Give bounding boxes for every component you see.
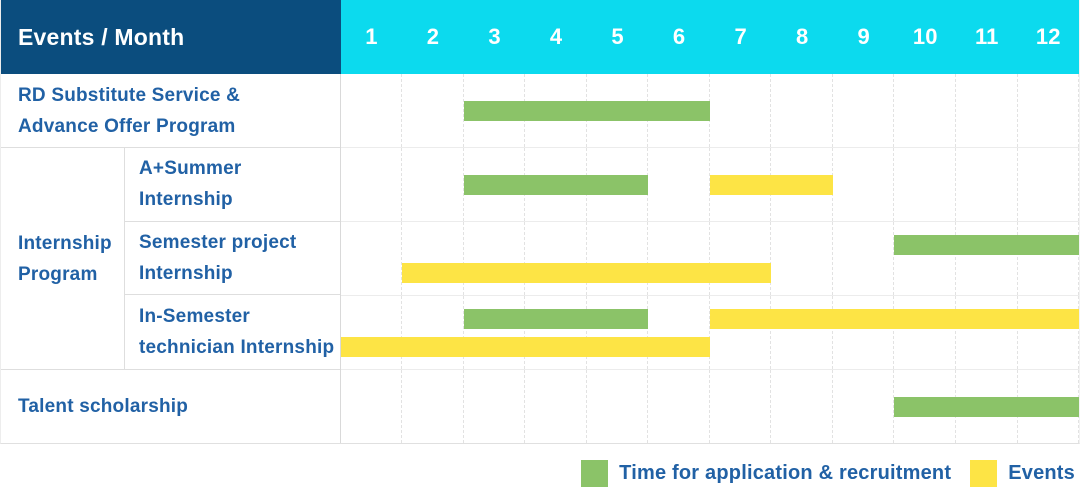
month-gridline-cell bbox=[833, 370, 895, 443]
month-gridline-cell bbox=[587, 370, 649, 443]
month-gridline-cell bbox=[833, 148, 895, 221]
row-label-talent-scholarship: Talent scholarship bbox=[18, 396, 189, 417]
month-gridline-cell bbox=[464, 222, 526, 295]
month-gridline-cell bbox=[648, 222, 710, 295]
events-bar bbox=[709, 175, 833, 195]
month-gridline-cell bbox=[771, 296, 833, 369]
month-label-3: 3 bbox=[488, 24, 501, 49]
month-gridline-cell bbox=[833, 296, 895, 369]
month-gridline-cell bbox=[710, 222, 772, 295]
month-label-9: 9 bbox=[857, 24, 870, 49]
events-month-table: Events / Month 1 2 3 4 5 6 7 8 9 10 11 12 RD Substi… bbox=[0, 0, 1080, 444]
month-gridline-cell bbox=[956, 296, 1018, 369]
row-label-in-semester-technician-internship: In-Semester technician Internship bbox=[139, 306, 335, 359]
chart-area bbox=[340, 74, 1080, 443]
month-gridline-cell bbox=[402, 370, 464, 443]
chart-row bbox=[341, 370, 1080, 443]
month-label-6: 6 bbox=[672, 24, 686, 49]
application-recruitment-bar bbox=[463, 309, 649, 329]
month-label-2: 2 bbox=[426, 24, 440, 49]
month-gridline-cell bbox=[402, 296, 464, 369]
month-gridline-cell bbox=[1018, 74, 1080, 147]
yellow-swatch-icon bbox=[970, 460, 998, 487]
row-label-a-summer-internship: A+Summer Internship bbox=[125, 148, 340, 222]
month-gridline-cell bbox=[956, 222, 1018, 295]
month-gridline-cell bbox=[1018, 148, 1080, 221]
label-column: RD Substitute Service & Advance Offer Pr… bbox=[1, 74, 341, 443]
legend-item-application-recruitment: Time for application & recruitment bbox=[581, 460, 951, 487]
chart-row bbox=[340, 222, 1080, 296]
month-label-5: 5 bbox=[611, 24, 624, 49]
month-gridline-cell bbox=[648, 148, 710, 221]
month-gridline-cell bbox=[710, 296, 772, 369]
table-header-row: Events / Month 1 2 3 4 5 6 7 8 9 10 11 12 bbox=[1, 0, 1079, 74]
events-bar bbox=[709, 309, 1079, 329]
month-gridline-cell bbox=[894, 148, 956, 221]
header-events-month-cell: Events / Month bbox=[1, 0, 341, 74]
month-gridline-cell bbox=[402, 148, 464, 221]
month-gridline-cell bbox=[341, 370, 403, 443]
month-gridline-cell bbox=[894, 222, 956, 295]
row-label-rd-substitute: RD Substitute Service & Advance Offer Pr… bbox=[1, 74, 340, 148]
month-gridline-cell bbox=[771, 74, 833, 147]
chart-row bbox=[340, 74, 1080, 148]
month-gridline-cell bbox=[1018, 222, 1080, 295]
month-gridline-cell bbox=[710, 370, 772, 443]
month-gridline-cell bbox=[341, 296, 403, 369]
month-label-8: 8 bbox=[795, 24, 809, 49]
month-gridline-cell bbox=[894, 74, 956, 147]
month-gridline-cell bbox=[587, 222, 649, 295]
month-label-4: 4 bbox=[549, 24, 563, 49]
month-gridline-cell bbox=[894, 296, 956, 369]
application-recruitment-bar bbox=[894, 397, 1079, 417]
month-gridline-cell bbox=[341, 74, 403, 147]
legend-item-events: Events bbox=[970, 460, 1075, 487]
month-gridline-cell bbox=[956, 148, 1018, 221]
table-body: RD Substitute Service & Advance Offer Pr… bbox=[1, 74, 1080, 443]
month-label-12: 12 bbox=[1035, 24, 1061, 49]
events-bar bbox=[340, 337, 710, 357]
header-months-strip: 1 2 3 4 5 6 7 8 9 10 11 12 bbox=[340, 0, 1079, 74]
month-gridline-cell bbox=[1018, 296, 1080, 369]
internship-program-group: Internship Program A+Summer Internship S… bbox=[1, 148, 340, 370]
legend-label-events: Events bbox=[1008, 462, 1075, 484]
month-gridline-cell bbox=[402, 222, 464, 295]
month-label-1: 1 bbox=[365, 24, 378, 49]
month-gridline-cell bbox=[587, 296, 649, 369]
month-label-10: 10 bbox=[912, 24, 938, 49]
month-gridline-cell bbox=[710, 74, 772, 147]
chart-row bbox=[340, 148, 1080, 222]
legend-label-application-recruitment: Time for application & recruitment bbox=[619, 462, 952, 484]
month-gridline-cell bbox=[833, 222, 895, 295]
application-recruitment-bar bbox=[894, 235, 1079, 255]
application-recruitment-bar bbox=[463, 101, 710, 121]
month-gridline-cell bbox=[956, 74, 1018, 147]
month-gridline-cell bbox=[464, 370, 526, 443]
chart-legend: Time for application & recruitment Event… bbox=[0, 444, 1080, 494]
events-bar bbox=[402, 263, 772, 283]
application-recruitment-bar bbox=[463, 175, 649, 195]
green-swatch-icon bbox=[581, 460, 609, 487]
chart-row bbox=[340, 296, 1080, 370]
month-gridline-cell bbox=[648, 370, 710, 443]
month-gridline-cell bbox=[464, 296, 526, 369]
month-gridline-cell bbox=[771, 370, 833, 443]
group-label-internship-program: Internship Program bbox=[1, 148, 125, 369]
month-gridline-cell bbox=[648, 296, 710, 369]
month-gridline-cell bbox=[525, 222, 587, 295]
month-gridline-cell bbox=[771, 222, 833, 295]
month-gridline-cell bbox=[402, 74, 464, 147]
row-label-semester-project-internship: Semester project Internship bbox=[125, 222, 340, 296]
month-label-11: 11 bbox=[974, 24, 999, 49]
month-gridline-cell bbox=[525, 296, 587, 369]
month-label-7: 7 bbox=[734, 24, 747, 49]
internship-sub-labels: A+Summer Internship Semester project Int… bbox=[125, 148, 340, 369]
month-gridline-cell bbox=[525, 370, 587, 443]
month-gridline-cell bbox=[341, 222, 403, 295]
month-gridline-cell bbox=[341, 148, 403, 221]
month-gridline-cell bbox=[833, 74, 895, 147]
